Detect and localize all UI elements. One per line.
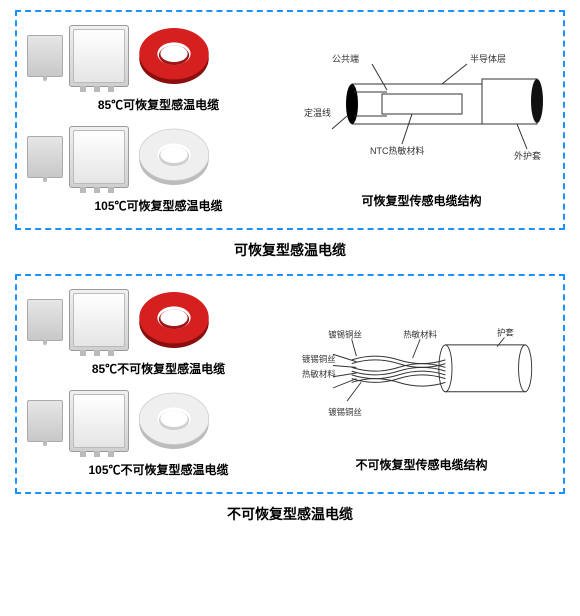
product-label-1: 85℃可恢复型感温电缆 bbox=[27, 96, 290, 113]
product-label-2: 105℃可恢复型感温电缆 bbox=[27, 197, 290, 214]
panel-recoverable: 85℃可恢复型感温电缆 105℃可恢复型感温电缆 bbox=[15, 10, 565, 230]
product-row-1 bbox=[27, 22, 290, 90]
label-e: 镀锡铜丝 bbox=[328, 407, 362, 417]
device-terminal-small bbox=[27, 136, 63, 178]
panel-left: 85℃可恢复型感温电缆 105℃可恢复型感温电缆 bbox=[27, 22, 290, 220]
label-a: 镀锡铜丝 bbox=[328, 329, 362, 339]
cable-coil-white bbox=[135, 123, 213, 191]
device-terminal-large bbox=[69, 390, 129, 452]
cable-coil-white bbox=[135, 387, 213, 455]
label-mid-left: 定温线 bbox=[304, 107, 331, 118]
label-b: 热敏材料 bbox=[403, 329, 437, 339]
device-terminal-small bbox=[27, 35, 63, 77]
label-top-left: 公共端 bbox=[332, 53, 359, 64]
label-bottom-center: NTC热敏材料 bbox=[370, 145, 425, 156]
cable-coil-red bbox=[135, 22, 213, 90]
label-c: 镀锡铜丝 bbox=[302, 353, 336, 363]
product-label-3: 85℃不可恢复型感温电缆 bbox=[27, 360, 290, 377]
coil-white-icon bbox=[135, 123, 213, 191]
coil-red-icon bbox=[135, 286, 213, 354]
product-label-4: 105℃不可恢复型感温电缆 bbox=[27, 461, 290, 478]
device-terminal-small bbox=[27, 299, 63, 341]
panel-left: 85℃不可恢复型感温电缆 105℃不可恢复型感温电缆 bbox=[27, 286, 290, 484]
diagram-caption-2: 不可恢复型传感电缆结构 bbox=[355, 456, 487, 473]
device-terminal-small bbox=[27, 400, 63, 442]
panel-nonrecoverable: 85℃不可恢复型感温电缆 105℃不可恢复型感温电缆 bbox=[15, 274, 565, 494]
device-terminal-large bbox=[69, 126, 129, 188]
recoverable-schematic: 公共端 半导体层 定温线 NTC热敏材料 外护套 bbox=[292, 34, 552, 184]
product-row-4 bbox=[27, 387, 290, 455]
section-title-1: 可恢复型感温电缆 bbox=[15, 240, 565, 260]
panel-right: 镀锡铜丝 镀锡铜丝 热敏材料 镀锡铜丝 热敏材料 护套 不可恢复型传感电缆结构 bbox=[290, 286, 553, 484]
label-d: 热敏材料 bbox=[302, 368, 336, 378]
device-terminal-large bbox=[69, 289, 129, 351]
cable-coil-red bbox=[135, 286, 213, 354]
label-top-right: 半导体层 bbox=[470, 53, 506, 64]
section-title-2: 不可恢复型感温电缆 bbox=[15, 504, 565, 524]
coil-red-icon bbox=[135, 22, 213, 90]
coil-white-icon bbox=[135, 387, 213, 455]
nonrecoverable-schematic: 镀锡铜丝 镀锡铜丝 热敏材料 镀锡铜丝 热敏材料 护套 bbox=[292, 298, 552, 448]
device-terminal-large bbox=[69, 25, 129, 87]
diagram-caption-1: 可恢复型传感电缆结构 bbox=[361, 192, 481, 209]
product-row-3 bbox=[27, 286, 290, 354]
panel-right: 公共端 半导体层 定温线 NTC热敏材料 外护套 可恢复型传感电缆结构 bbox=[290, 22, 553, 220]
label-right: 外护套 bbox=[514, 150, 541, 161]
product-row-2 bbox=[27, 123, 290, 191]
label-right-2: 护套 bbox=[497, 327, 514, 337]
